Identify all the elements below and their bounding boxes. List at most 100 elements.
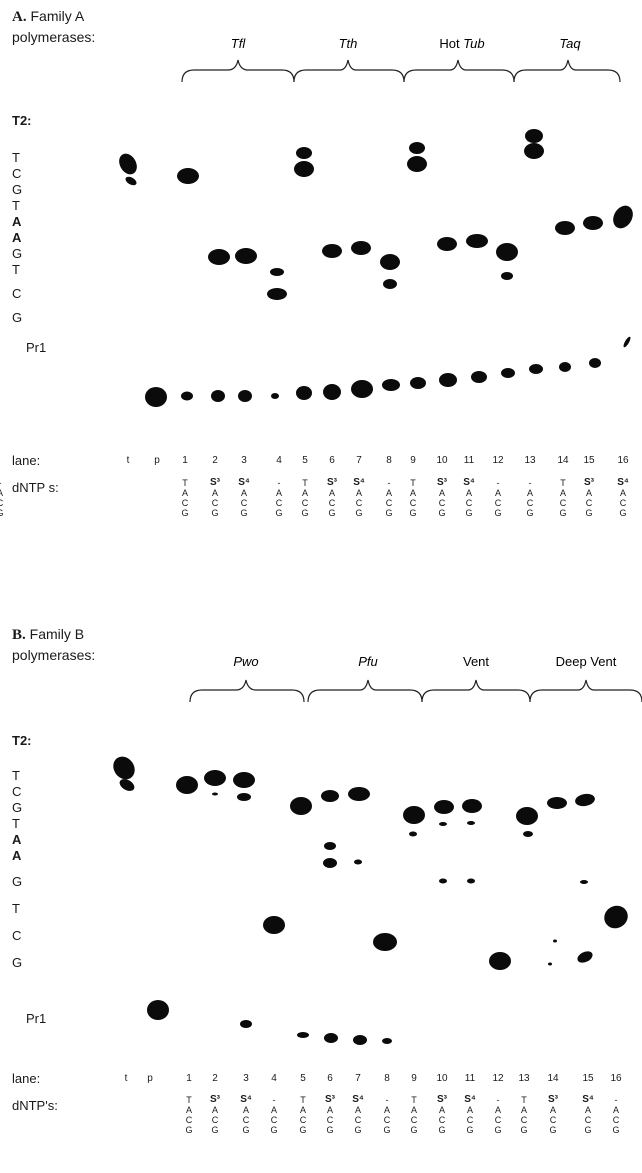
band — [321, 790, 339, 802]
band — [271, 393, 279, 399]
dntp-entry: C — [383, 1115, 391, 1125]
dntp-entry: S³ — [210, 1094, 220, 1105]
group-label-taq: Taq — [559, 36, 581, 51]
dntp-column: -ACG — [0, 478, 9, 518]
dntp-entry: G — [301, 508, 309, 518]
seq-letter: G — [12, 955, 23, 970]
dntp-entry: A — [299, 1105, 306, 1115]
dntp-entry: C — [585, 498, 593, 508]
lane-number: 15 — [582, 1073, 594, 1084]
dntp-entry: - — [387, 478, 391, 488]
seq-letter: T — [12, 816, 20, 831]
dntp-entry: S⁴ — [464, 1094, 476, 1105]
band — [353, 1035, 367, 1045]
dntp-entry: A — [355, 488, 362, 498]
dntp-entry: A — [466, 1105, 473, 1115]
dntp-entry: A — [410, 1105, 417, 1115]
dntp-entry: C — [584, 1115, 592, 1125]
lane-number: 10 — [436, 455, 448, 466]
dntp-entry: S³ — [437, 477, 447, 488]
band — [516, 807, 538, 825]
dntp-entry: A — [549, 1105, 556, 1115]
seq-letter: T — [12, 901, 20, 916]
band — [354, 859, 362, 865]
band — [204, 770, 226, 786]
band — [351, 241, 371, 255]
seq-letter: T — [12, 198, 20, 213]
band — [466, 234, 488, 248]
lane-group-braces — [181, 59, 621, 83]
band — [577, 951, 593, 963]
band — [555, 221, 575, 235]
dntp-entry: A — [275, 488, 282, 498]
dntp-column: S⁴ A C G — [237, 1095, 255, 1136]
panel-b-dntp-label: dNTP's: — [12, 1098, 58, 1113]
panel-b-lane-label: lane: — [12, 1071, 41, 1086]
dntp-entry: A — [465, 488, 472, 498]
lane-number: 9 — [410, 455, 416, 466]
dntp-entry: C — [494, 498, 502, 508]
band — [410, 377, 426, 389]
band — [496, 243, 518, 261]
gel-bands-b — [113, 756, 628, 1045]
dntp-entry: G — [466, 1125, 474, 1135]
dntp-entry: A — [383, 1105, 390, 1115]
band — [613, 205, 633, 229]
dntp-entry: G — [465, 508, 473, 518]
panel-a-primer-label: Pr1 — [26, 340, 47, 355]
dntp-column: S⁴ A C G — [350, 478, 368, 519]
band — [233, 772, 255, 788]
dntp-entry: A — [612, 1105, 619, 1115]
lane-number: 12 — [492, 455, 504, 466]
seq-letter: C — [12, 928, 22, 943]
band — [235, 248, 257, 264]
dntp-entry: G — [355, 508, 363, 518]
lane-number: 14 — [557, 455, 569, 466]
seq-letter: T — [12, 768, 20, 783]
dntp-entry: G — [299, 1125, 307, 1135]
dntp-entry: A — [326, 1105, 333, 1115]
band — [238, 390, 252, 402]
dntp-entry: S³ — [548, 1094, 558, 1105]
dntp-entry: A — [301, 488, 308, 498]
band — [263, 916, 285, 934]
band — [524, 143, 544, 159]
dntp-entry: G — [494, 1125, 502, 1135]
gel-panel-a: Tfl Tth Hot Tub Taq — [119, 36, 633, 407]
seq-letter: G — [12, 874, 23, 889]
dntp-entry: S³ — [584, 477, 594, 488]
lane-number: 7 — [355, 1073, 361, 1084]
band — [439, 373, 457, 387]
dntp-entry: T — [560, 478, 566, 488]
band — [296, 147, 312, 159]
band — [237, 793, 251, 801]
dntp-entry: C — [409, 498, 417, 508]
dntp-entry: C — [354, 1115, 362, 1125]
band — [553, 939, 557, 943]
band — [113, 756, 135, 780]
gel-panel-b: Pwo Pfu Vent Deep Vent — [113, 654, 642, 1045]
dntp-column: S⁴ A C G — [349, 1095, 367, 1136]
band — [623, 336, 631, 348]
dntp-entry: C — [410, 1115, 418, 1125]
dntp-entry: T — [300, 1095, 306, 1105]
dntp-column: S³ A C G — [433, 1094, 451, 1136]
band — [439, 822, 447, 826]
band — [437, 237, 457, 251]
dntp-entry: S³ — [325, 1094, 335, 1105]
band — [270, 268, 284, 276]
dntp-entry: S³ — [437, 1094, 447, 1105]
dntp-entry: G — [242, 1125, 250, 1135]
dntp-entry: C — [211, 498, 219, 508]
dntp-entry: A — [185, 1105, 192, 1115]
panel-a-lane-label: lane: — [12, 453, 41, 468]
band — [267, 288, 287, 300]
dntp-entry: G — [326, 1125, 334, 1135]
dntp-entry: C — [526, 498, 534, 508]
dntp-entry: - — [528, 478, 532, 488]
